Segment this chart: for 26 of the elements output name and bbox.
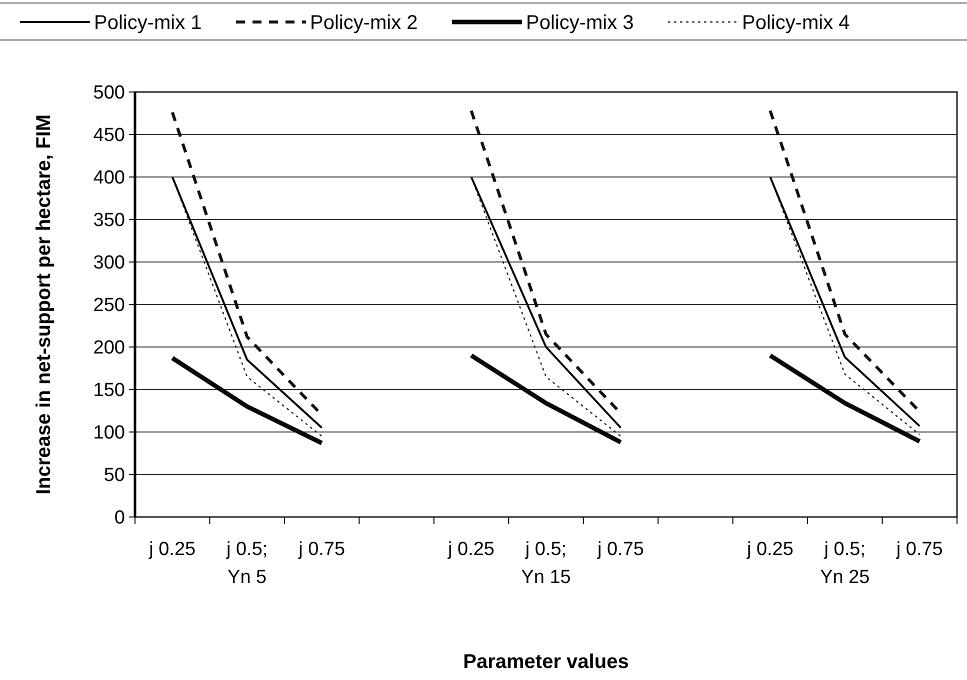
y-tick-label: 50	[104, 465, 125, 486]
x-tick-label: j 0.75	[596, 539, 644, 560]
x-tick-label: j 0.5; Yn 5	[225, 539, 268, 588]
legend-label: Policy-mix 4	[742, 12, 850, 34]
y-tick-label: 300	[93, 252, 125, 274]
x-tick-label: j 0.75	[298, 539, 346, 560]
x-tick-label: j 0.5; Yn 15	[521, 539, 571, 588]
y-axis-title: Increase in net-support per hectare, FIM	[33, 114, 55, 495]
legend-label: Policy-mix 3	[526, 12, 634, 34]
y-tick-label: 0	[114, 508, 125, 529]
x-tick-label: j 0.25	[148, 539, 196, 560]
y-tick-label: 450	[93, 125, 125, 146]
x-tick-label: j 0.75	[895, 539, 943, 560]
x-tick-label: j 0.5; Yn 25	[820, 539, 870, 588]
y-tick-label: 400	[93, 168, 125, 189]
x-axis-title: Parameter values	[463, 651, 629, 673]
y-tick-label: 200	[93, 338, 125, 359]
x-tick-label: j 0.25	[746, 539, 794, 560]
y-tick-label: 100	[93, 422, 125, 444]
x-tick-label: j 0.25	[447, 539, 495, 560]
legend-label: Policy-mix 2	[310, 12, 418, 34]
y-tick-label: 150	[93, 380, 125, 402]
y-tick-label: 500	[93, 82, 125, 104]
y-tick-label: 250	[93, 295, 125, 316]
y-tick-label: 350	[93, 210, 125, 232]
legend-label: Policy-mix 1	[94, 12, 202, 34]
